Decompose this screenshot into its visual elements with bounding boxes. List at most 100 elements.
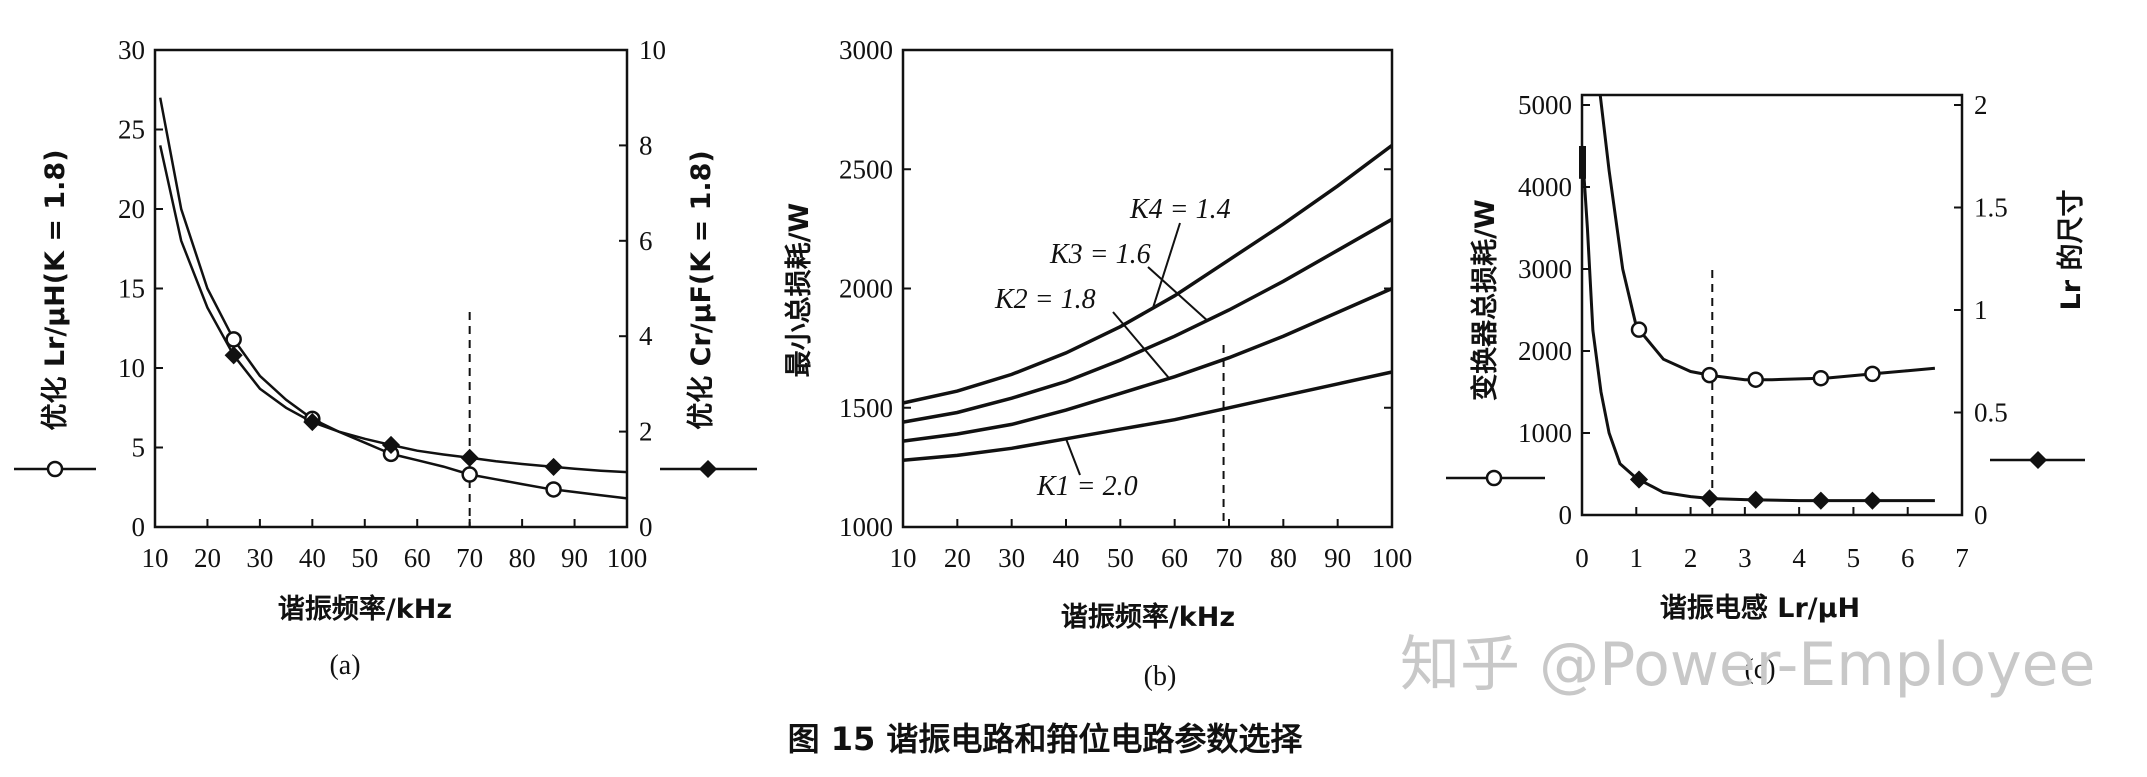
filled-diamond-marker xyxy=(1863,491,1882,510)
left-y-tick-label: 3000 xyxy=(839,35,893,65)
open-circle-marker xyxy=(46,460,64,478)
x-tick-label: 5 xyxy=(1847,543,1861,573)
x-tick-label: 90 xyxy=(1324,543,1351,573)
x-tick-label: 20 xyxy=(194,543,221,573)
left-y-tick-label: 1000 xyxy=(1518,418,1572,448)
right-y-tick-label: 10 xyxy=(639,35,666,65)
filled-diamond-marker xyxy=(460,448,479,467)
left-y-tick-label: 4000 xyxy=(1518,172,1572,202)
callout-leader xyxy=(1147,266,1208,322)
loss-curve-k1 xyxy=(902,370,1393,462)
lr-curve xyxy=(158,97,628,500)
left-y-tick-label: 20 xyxy=(118,194,145,224)
x-axis-label: 谐振电感 Lr/μH xyxy=(1660,592,1860,624)
left-y-tick-label: 2500 xyxy=(839,154,893,184)
left-y-tick-label: 15 xyxy=(118,274,145,304)
start-marker xyxy=(1579,146,1586,179)
left-y-tick-label: 10 xyxy=(118,353,145,383)
right-y-tick-label: 1.5 xyxy=(1974,193,2008,223)
open-circle-marker xyxy=(1485,469,1503,487)
x-tick-label: 40 xyxy=(1053,543,1080,573)
plot-frame xyxy=(901,48,1394,529)
plot-frame xyxy=(1580,93,1964,517)
right-y-tick-label: 6 xyxy=(639,226,653,256)
left-y-tick-label: 5000 xyxy=(1518,90,1572,120)
right-y-tick-label: 4 xyxy=(639,321,653,351)
right-y-tick-label: 0 xyxy=(639,512,653,542)
x-tick-label: 30 xyxy=(998,543,1025,573)
right-y-tick-label: 2 xyxy=(1974,90,1988,120)
filled-diamond-marker xyxy=(544,457,563,476)
callout-leader xyxy=(1065,438,1081,476)
inductor-size-curve xyxy=(1582,145,1935,503)
filled-diamond-marker xyxy=(1746,490,1765,509)
x-axis-label: 谐振频率/kHz xyxy=(278,593,452,625)
open-circle-marker xyxy=(1630,321,1648,338)
x-tick-label: 2 xyxy=(1684,543,1698,573)
y-axis-label-right: Lr 的尺寸 xyxy=(2055,190,2087,311)
y-axis-label: 最小总损耗/W xyxy=(784,203,815,378)
figure-caption: 图 15 谐振电路和箝位电路参数选择 xyxy=(788,720,1304,758)
x-tick-label: 10 xyxy=(890,543,917,573)
open-circle-marker xyxy=(461,466,478,483)
filled-diamond-marker xyxy=(2028,450,2048,470)
x-tick-label: 50 xyxy=(1107,543,1134,573)
series-label: K1 = 2.0 xyxy=(1036,471,1138,502)
x-tick-label: 7 xyxy=(1955,543,1969,573)
x-tick-label: 60 xyxy=(1161,543,1188,573)
open-circle-marker xyxy=(545,481,562,498)
left-y-tick-label: 25 xyxy=(118,115,145,145)
callout-leader xyxy=(1112,311,1170,380)
watermark: 知乎 @Power-Employee xyxy=(1400,630,2095,700)
x-axis-label: 谐振频率/kHz xyxy=(1061,601,1235,633)
callout-leader xyxy=(1151,222,1181,309)
panel-c: 0 1 2 3 4 5 6 701000200030004000500000.511.52变换… xyxy=(1446,90,2087,685)
filled-diamond-marker xyxy=(224,346,243,365)
open-circle-marker xyxy=(1701,366,1718,384)
left-y-tick-label: 1000 xyxy=(839,512,893,542)
filled-diamond-marker xyxy=(303,412,322,432)
right-y-tick-label: 8 xyxy=(639,130,653,160)
x-tick-label: 20 xyxy=(944,543,971,573)
x-tick-label: 70 xyxy=(1216,543,1243,573)
left-y-tick-label: 2000 xyxy=(1518,336,1572,366)
right-y-tick-label: 0.5 xyxy=(1974,398,2008,428)
panel-label: (b) xyxy=(1144,661,1177,692)
x-tick-label: 30 xyxy=(246,543,273,573)
y-axis-label-right: 优化 Cr/μF(K = 1.8) xyxy=(686,150,717,430)
left-y-tick-label: 1500 xyxy=(839,393,893,423)
left-y-tick-label: 5 xyxy=(132,433,146,463)
filled-diamond-marker xyxy=(1811,491,1830,510)
left-y-tick-label: 3000 xyxy=(1518,254,1572,284)
x-tick-label: 100 xyxy=(1372,543,1413,573)
left-y-tick-label: 0 xyxy=(132,512,146,542)
open-circle-marker xyxy=(1812,369,1830,387)
y-axis-label-left: 优化 Lr/μH(K = 1.8) xyxy=(40,149,71,430)
loss-curve-k2 xyxy=(902,286,1393,443)
open-circle-marker xyxy=(1747,371,1764,388)
x-tick-label: 50 xyxy=(351,543,378,573)
series-label: K2 = 1.8 xyxy=(994,284,1096,315)
left-y-tick-label: 2000 xyxy=(839,274,893,304)
left-y-tick-label: 30 xyxy=(118,35,145,65)
x-tick-label: 100 xyxy=(607,543,648,573)
x-tick-label: 90 xyxy=(561,543,588,573)
filled-diamond-marker xyxy=(1629,470,1649,489)
panel-a: 10 20 30 40 50 60 70 80 90 1000510152025300246810… xyxy=(14,35,757,681)
open-circle-marker xyxy=(225,331,242,348)
panel-label: (c) xyxy=(1744,654,1775,685)
open-circle-marker xyxy=(1864,365,1881,383)
loss-curve-k4 xyxy=(902,143,1394,405)
filled-diamond-marker xyxy=(381,435,401,455)
x-tick-label: 3 xyxy=(1738,543,1752,573)
left-y-tick-label: 0 xyxy=(1559,500,1573,530)
x-tick-label: 1 xyxy=(1630,543,1644,573)
loss-curve-k3 xyxy=(902,217,1393,424)
panel-label: (a) xyxy=(329,650,360,681)
series-label: K3 = 1.6 xyxy=(1049,239,1151,270)
x-tick-label: 80 xyxy=(1270,543,1297,573)
x-tick-label: 4 xyxy=(1792,543,1806,573)
y-axis-label-left: 变换器总损耗/W xyxy=(1469,199,1501,401)
series-label: K4 = 1.4 xyxy=(1129,194,1231,225)
